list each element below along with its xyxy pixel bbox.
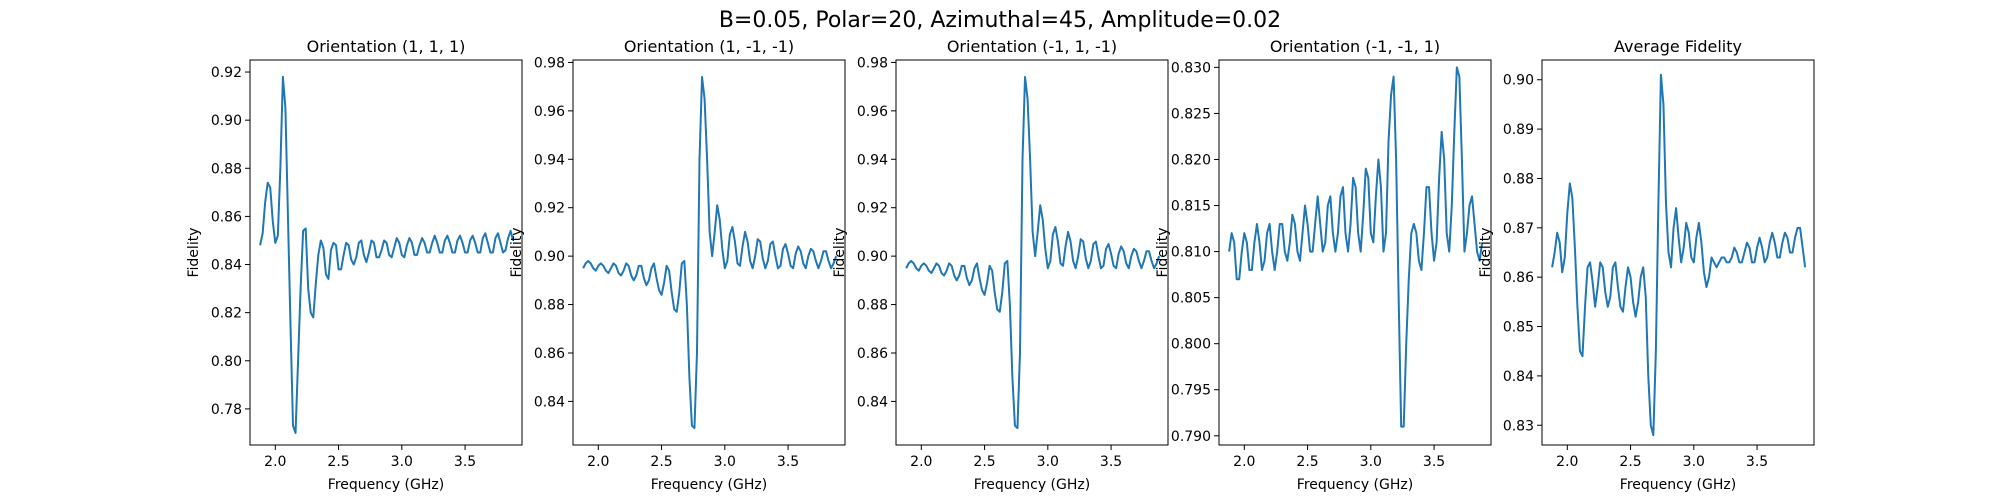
series-line bbox=[905, 75, 1161, 430]
x-tick-label: 3.5 bbox=[777, 454, 799, 470]
series-line bbox=[582, 75, 838, 430]
x-tick-label: 3.5 bbox=[454, 454, 476, 470]
y-tick-label: 0.78 bbox=[211, 402, 242, 418]
x-tick-label: 3.5 bbox=[1100, 454, 1122, 470]
y-tick-label: 0.85 bbox=[1503, 320, 1534, 336]
y-tick-label: 0.830 bbox=[1171, 60, 1211, 76]
y-tick-label: 0.88 bbox=[1503, 171, 1534, 187]
x-tick-label: 2.0 bbox=[1556, 454, 1578, 470]
axes-frame bbox=[895, 59, 1169, 446]
y-tick-label: 0.820 bbox=[1171, 152, 1211, 168]
x-axis-label: Frequency (GHz) bbox=[974, 477, 1090, 493]
y-tick-label: 0.88 bbox=[857, 298, 888, 314]
y-tick-label: 0.98 bbox=[857, 55, 888, 71]
x-tick-label: 2.5 bbox=[973, 454, 995, 470]
x-tick-label: 2.5 bbox=[650, 454, 672, 470]
y-tick-label: 0.825 bbox=[1171, 106, 1211, 122]
x-tick-label: 2.0 bbox=[910, 454, 932, 470]
x-tick-label: 3.0 bbox=[1360, 454, 1382, 470]
x-axis-label: Frequency (GHz) bbox=[1620, 477, 1736, 493]
y-tick-label: 0.90 bbox=[857, 249, 888, 265]
subplot-3: 2.0 2.5 3.0 3.5 0.84 0.86 0.88 0.90 0.92 0.94 0.96… bbox=[832, 37, 1169, 493]
y-tick-label: 0.82 bbox=[211, 306, 242, 322]
x-tick-label: 3.0 bbox=[1683, 454, 1705, 470]
x-axis-label: Frequency (GHz) bbox=[651, 477, 767, 493]
x-tick-label: 2.0 bbox=[1233, 454, 1255, 470]
y-tick-label: 0.94 bbox=[857, 152, 888, 168]
y-tick-label: 0.88 bbox=[211, 161, 242, 177]
y-tick-label: 0.795 bbox=[1171, 383, 1211, 399]
y-tick-label: 0.815 bbox=[1171, 199, 1211, 215]
x-tick-label: 2.5 bbox=[1619, 454, 1641, 470]
y-tick-label: 0.86 bbox=[211, 209, 242, 225]
y-tick-label: 0.96 bbox=[534, 104, 565, 120]
subplot-4: 2.0 2.5 3.0 3.5 0.790 0.795 0.800 0.805 0.810 0.8… bbox=[1155, 37, 1492, 493]
y-axis-label: Fidelity bbox=[1155, 228, 1171, 278]
y-tick-label: 0.86 bbox=[534, 346, 565, 362]
subplot-title: Average Fidelity bbox=[1614, 37, 1742, 56]
y-tick-label: 0.90 bbox=[1503, 73, 1534, 89]
y-tick-label: 0.80 bbox=[211, 354, 242, 370]
y-axis-label: Fidelity bbox=[509, 228, 525, 278]
series-line bbox=[1551, 73, 1807, 437]
y-tick-label: 0.84 bbox=[857, 394, 888, 410]
y-tick-label: 0.87 bbox=[1503, 221, 1534, 237]
y-axis-label: Fidelity bbox=[1478, 228, 1494, 278]
y-axis-label: Fidelity bbox=[186, 228, 202, 278]
x-tick-label: 2.0 bbox=[264, 454, 286, 470]
x-tick-label: 3.0 bbox=[1037, 454, 1059, 470]
subplot-title: Orientation (1, -1, -1) bbox=[624, 37, 794, 56]
series-line bbox=[1228, 66, 1484, 428]
series-line bbox=[259, 75, 515, 434]
y-tick-label: 0.88 bbox=[534, 298, 565, 314]
y-axis-label: Fidelity bbox=[832, 228, 848, 278]
y-tick-label: 0.86 bbox=[857, 346, 888, 362]
subplot-title: Orientation (-1, -1, 1) bbox=[1270, 37, 1440, 56]
y-tick-label: 0.89 bbox=[1503, 122, 1534, 138]
x-axis-label: Frequency (GHz) bbox=[1297, 477, 1413, 493]
y-tick-label: 0.92 bbox=[534, 201, 565, 217]
y-tick-label: 0.84 bbox=[211, 258, 242, 274]
y-tick-label: 0.84 bbox=[534, 394, 565, 410]
y-tick-label: 0.810 bbox=[1171, 245, 1211, 261]
subplot-5: 2.0 2.5 3.0 3.5 0.83 0.84 0.85 0.86 0.87 0.88 0.89… bbox=[1478, 37, 1815, 493]
x-tick-label: 3.0 bbox=[391, 454, 413, 470]
y-tick-label: 0.790 bbox=[1171, 429, 1211, 445]
y-tick-label: 0.90 bbox=[534, 249, 565, 265]
axes-frame bbox=[1218, 59, 1492, 446]
subplot-2: 2.0 2.5 3.0 3.5 0.84 0.86 0.88 0.90 0.92 0.94 0.96… bbox=[509, 37, 846, 493]
figure-suptitle: B=0.05, Polar=20, Azimuthal=45, Amplitud… bbox=[719, 8, 1281, 33]
subplots: 2.0 2.5 3.0 3.5 0.78 0.80 0.82 0.84 0.86 0.88 0.90… bbox=[186, 37, 1815, 493]
subplot-title: Orientation (1, 1, 1) bbox=[307, 37, 466, 56]
axes-frame bbox=[249, 59, 523, 446]
y-tick-label: 0.90 bbox=[211, 113, 242, 129]
y-tick-label: 0.800 bbox=[1171, 337, 1211, 353]
y-tick-label: 0.94 bbox=[534, 152, 565, 168]
x-tick-label: 3.5 bbox=[1746, 454, 1768, 470]
subplot-title: Orientation (-1, 1, -1) bbox=[947, 37, 1117, 56]
x-tick-label: 3.5 bbox=[1423, 454, 1445, 470]
y-tick-label: 0.96 bbox=[857, 104, 888, 120]
x-tick-label: 2.0 bbox=[587, 454, 609, 470]
y-tick-label: 0.84 bbox=[1503, 369, 1534, 385]
subplot-1: 2.0 2.5 3.0 3.5 0.78 0.80 0.82 0.84 0.86 0.88 0.90… bbox=[186, 37, 523, 493]
x-axis-label: Frequency (GHz) bbox=[328, 477, 444, 493]
y-tick-label: 0.92 bbox=[211, 65, 242, 81]
x-tick-label: 2.5 bbox=[327, 454, 349, 470]
axes-frame bbox=[572, 59, 846, 446]
y-tick-label: 0.86 bbox=[1503, 270, 1534, 286]
x-tick-label: 3.0 bbox=[714, 454, 736, 470]
y-tick-label: 0.92 bbox=[857, 201, 888, 217]
x-tick-label: 2.5 bbox=[1296, 454, 1318, 470]
axes-frame bbox=[1541, 59, 1815, 446]
y-tick-label: 0.83 bbox=[1503, 418, 1534, 434]
y-tick-label: 0.805 bbox=[1171, 291, 1211, 307]
y-tick-label: 0.98 bbox=[534, 55, 565, 71]
